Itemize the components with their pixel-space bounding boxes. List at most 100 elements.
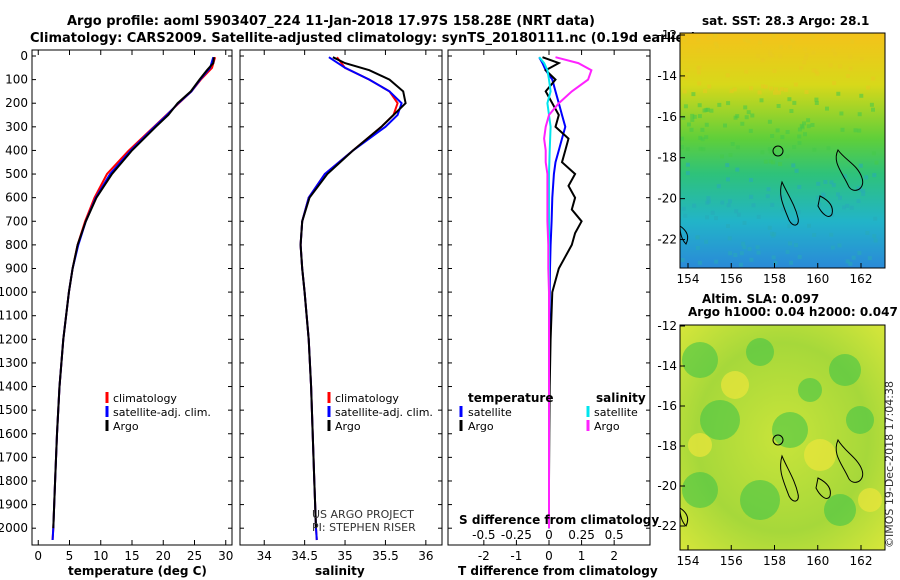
sst-pixel: [806, 118, 811, 123]
x-tick-label: 0: [34, 549, 42, 563]
sst-pixel: [728, 199, 732, 204]
sst-pixel: [776, 104, 781, 108]
sst-pixel: [772, 232, 777, 237]
lat-tick-label: -12: [657, 319, 677, 333]
sst-pixel: [785, 249, 790, 254]
sst-pixel: [734, 209, 739, 214]
sst-pixel: [768, 149, 773, 154]
sst-pixel: [837, 243, 842, 248]
sst-pixel: [697, 114, 702, 119]
diff-legend-s-argo: Argo: [594, 420, 620, 433]
x-tick-label: 2: [610, 549, 618, 563]
sst-pixel: [872, 234, 877, 239]
sst-pixel: [773, 260, 778, 265]
sst-pixel: [867, 256, 872, 261]
sst-pixel: [779, 87, 784, 92]
sst-pixel: [690, 117, 695, 122]
legend-satellite: satellite-adj. clim.: [113, 406, 211, 419]
sst-pixel: [803, 132, 807, 137]
sst-pixel: [856, 199, 861, 203]
sst-pixel: [789, 260, 793, 265]
sst-pixel: [768, 50, 773, 55]
legend-argo-sal: Argo: [335, 420, 361, 433]
sst-pixel: [691, 92, 696, 97]
sst-pixel: [789, 109, 794, 113]
lon-tick-label: 154: [677, 554, 700, 568]
sst-pixel: [728, 251, 733, 256]
sst-pixel: [690, 113, 695, 118]
sst-pixel: [857, 128, 862, 133]
sst-pixel: [697, 70, 701, 75]
sst-pixel: [799, 123, 804, 128]
sla-map-lat-ticks: -12 -14 -16 -18 -20 -22: [657, 319, 685, 533]
sst-pixel: [685, 171, 690, 176]
s-diff-tick-label: -0.5: [472, 528, 495, 542]
sst-pixel: [821, 192, 826, 197]
sst-pixel: [681, 115, 686, 120]
sst-pixel: [815, 71, 820, 76]
sst-pixel: [761, 84, 765, 89]
sst-pixel: [763, 84, 768, 89]
coastline-small-island-2: [815, 477, 831, 499]
lat-tick-label: -14: [657, 359, 677, 373]
sst-pixel: [864, 175, 869, 180]
sst-pixel: [788, 241, 792, 246]
sst-pixel: [865, 230, 870, 235]
sst-pixel: [743, 105, 748, 110]
diff-legend-salinity: salinity: [596, 391, 646, 405]
temperature-plot: 0 5 10 15 20 25 30: [32, 50, 233, 563]
sst-pixel: [768, 159, 773, 164]
sst-pixel: [836, 91, 841, 96]
lon-tick-label: 160: [806, 554, 829, 568]
sst-pixel: [810, 123, 815, 127]
sst-pixel: [807, 223, 811, 228]
sst-pixel: [814, 97, 819, 102]
sst-pixel: [802, 121, 806, 126]
sst-pixel: [846, 74, 850, 78]
sst-pixel: [706, 107, 710, 112]
x-tick-label: 36: [418, 549, 433, 563]
t-difference-xlabel: T difference from climatology: [458, 564, 658, 578]
sst-pixel: [736, 212, 741, 217]
sst-pixel: [840, 127, 845, 132]
sla-blob: [746, 338, 774, 366]
lon-tick-label: 162: [850, 554, 873, 568]
depth-tick-label: 1500: [0, 403, 28, 417]
sst-pixel: [771, 160, 776, 165]
sst-pixel: [794, 243, 798, 248]
sst-pixel: [772, 69, 777, 73]
lat-tick-label: -12: [657, 28, 677, 42]
depth-tick-label: 600: [5, 191, 28, 205]
lat-tick-label: -22: [657, 233, 677, 247]
sst-pixel: [730, 142, 735, 146]
depth-tick-label: 400: [5, 143, 28, 157]
sla-map-title1: Altim. SLA: 0.097: [702, 292, 819, 306]
sst-pixel: [848, 66, 853, 71]
series-line-temperature-argo: [542, 56, 583, 529]
sst-pixel: [726, 177, 730, 182]
lat-tick-label: -20: [657, 479, 677, 493]
sst-pixel: [710, 210, 715, 215]
depth-tick-label: 1600: [0, 427, 28, 441]
depth-tick-label: 1700: [0, 450, 28, 464]
sst-pixel: [774, 87, 779, 92]
s-diff-tick-label: 0.5: [605, 528, 624, 542]
lat-tick-label: -18: [657, 439, 677, 453]
sla-blob: [829, 354, 861, 386]
x-tick-label: 34.5: [291, 549, 318, 563]
sst-pixel: [830, 245, 835, 250]
sst-pixel: [733, 253, 738, 257]
lat-tick-label: -22: [657, 519, 677, 533]
sst-pixel: [836, 192, 840, 197]
sst-pixel: [756, 250, 761, 255]
sst-pixel: [778, 45, 783, 49]
sst-pixel: [829, 180, 834, 185]
sst-pixel: [793, 82, 798, 87]
sst-pixel: [735, 167, 740, 172]
coastline-west-2: [679, 507, 689, 527]
sst-pixel: [826, 146, 831, 151]
sst-pixel: [828, 63, 833, 68]
sst-pixel: [811, 50, 816, 55]
diff-legend-temperature: temperature: [468, 391, 553, 405]
diff-legend-t-satellite: satellite: [468, 406, 512, 419]
